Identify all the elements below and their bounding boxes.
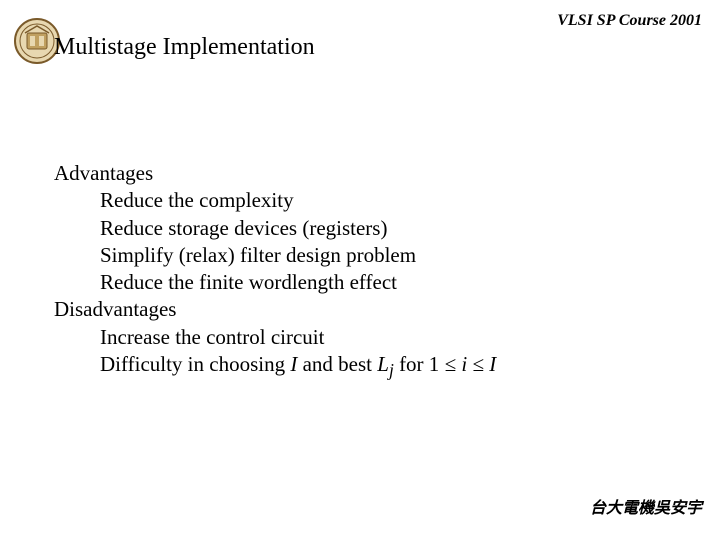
slide-title: Multistage Implementation	[54, 34, 315, 61]
math-var-I2: I	[489, 352, 496, 376]
math-le: ≤	[467, 352, 489, 376]
math-var-L: L	[377, 352, 389, 376]
advantage-item: Simplify (relax) filter design problem	[100, 242, 496, 269]
advantage-item: Reduce the finite wordlength effect	[100, 269, 496, 296]
disadvantage-item: Difficulty in choosing I and best Lj for…	[100, 351, 496, 382]
disadvantages-label: Disadvantages	[54, 296, 496, 323]
slide-body: Advantages Reduce the complexity Reduce …	[54, 160, 496, 382]
text-fragment: Difficulty in choosing	[100, 352, 290, 376]
course-header: VLSI SP Course 2001	[557, 12, 702, 30]
math-le: ≤	[439, 352, 461, 376]
advantages-label: Advantages	[54, 160, 496, 187]
footer-author: 台大電機吳安宇	[590, 494, 702, 518]
advantage-item: Reduce storage devices (registers)	[100, 215, 496, 242]
disadvantage-item: Increase the control circuit	[100, 324, 496, 351]
text-fragment: and best	[297, 352, 377, 376]
text-fragment: for 1	[394, 352, 440, 376]
advantage-item: Reduce the complexity	[100, 187, 496, 214]
